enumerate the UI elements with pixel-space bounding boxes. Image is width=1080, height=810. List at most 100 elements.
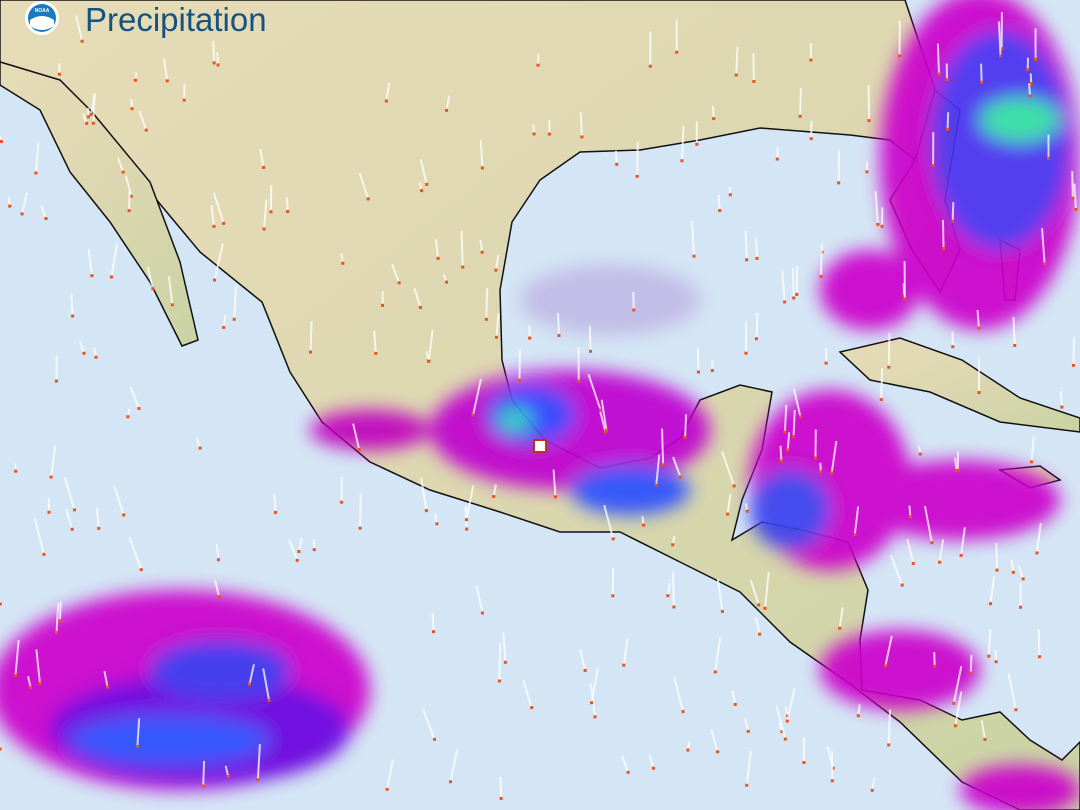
precip-area [820, 630, 980, 710]
wind-head [201, 784, 205, 788]
wind-streak [215, 544, 220, 560]
wind-head [420, 189, 424, 193]
wind-streak [666, 582, 671, 596]
wind-streak [887, 333, 891, 368]
logo-text: NOAA [35, 8, 50, 14]
wind-head [269, 210, 273, 214]
wind-head [887, 365, 891, 369]
wind-head [683, 436, 687, 440]
wind-head [577, 379, 581, 383]
wind-head [918, 452, 922, 456]
wind-streak [7, 196, 11, 207]
wind-streak [781, 270, 786, 302]
wind-head [530, 706, 534, 710]
wind-head [73, 508, 77, 512]
precip-area [310, 410, 430, 450]
wind-streak [661, 428, 665, 465]
wind-head [536, 63, 540, 67]
wind-streak [938, 539, 945, 563]
wind-streak [1028, 83, 1032, 96]
wind-streak [1073, 183, 1077, 210]
wind-head [937, 72, 941, 76]
wind-streak [997, 21, 1002, 56]
wind-head [503, 660, 507, 664]
wind-head [262, 227, 266, 231]
wind-streak [786, 688, 796, 722]
wind-streak [952, 666, 963, 704]
wind-streak [309, 320, 313, 353]
wind-streak [1018, 565, 1025, 580]
wind-streak [655, 454, 661, 486]
wind-streak [696, 347, 700, 373]
wind-streak [889, 555, 904, 586]
wind-streak [951, 202, 955, 222]
wind-head [675, 50, 679, 54]
wind-head [494, 335, 498, 339]
wind-head [80, 39, 84, 43]
wind-head [626, 770, 630, 774]
wind-streak [994, 649, 998, 662]
wind-streak [587, 373, 602, 411]
wind-streak [1012, 316, 1016, 346]
wind-head [589, 349, 593, 353]
wind-streak [0, 134, 3, 142]
wind-streak [50, 445, 57, 478]
wind-streak [273, 493, 277, 513]
wind-head [911, 561, 915, 565]
wind-head [838, 626, 842, 630]
wind-head [755, 256, 759, 260]
wind-streak [87, 249, 93, 276]
wind-streak [906, 538, 915, 564]
wind-head [710, 368, 714, 372]
wind-streak [755, 237, 758, 259]
wind-streak [494, 254, 500, 271]
wind-head [908, 515, 912, 519]
wind-head [58, 619, 62, 623]
wind-streak [422, 709, 436, 740]
wind-streak [590, 667, 599, 703]
precip-area [150, 640, 290, 700]
wind-head [1014, 708, 1018, 712]
wind-streak [710, 728, 719, 753]
wind-streak [202, 760, 206, 786]
wind-head [427, 359, 431, 363]
wind-streak [621, 755, 630, 773]
wind-head [611, 594, 615, 598]
wind-head [757, 603, 761, 607]
wind-head [593, 715, 597, 719]
wind-streak [880, 367, 884, 400]
wind-streak [93, 346, 97, 358]
wind-head [424, 509, 428, 513]
wind-head [795, 292, 799, 296]
wind-head [1013, 343, 1017, 347]
wind-head [1060, 405, 1064, 409]
wind-head [262, 165, 266, 169]
wind-streak [749, 579, 760, 606]
wind-streak [857, 704, 861, 716]
wind-streak [735, 46, 739, 76]
wind-head [431, 630, 435, 634]
wind-head [471, 413, 475, 417]
wind-head [144, 128, 148, 132]
wind-head [0, 139, 3, 143]
wind-streak [673, 676, 684, 712]
wind-streak [954, 691, 963, 726]
wind-streak [262, 668, 271, 701]
wind-streak [1071, 171, 1074, 199]
wind-head [433, 737, 437, 741]
wind-head [867, 119, 871, 123]
wind-streak [340, 253, 344, 264]
wind-head [89, 112, 93, 116]
wind-head [746, 729, 750, 733]
cuba [838, 337, 1080, 433]
wind-streak [213, 243, 224, 281]
wind-head [0, 747, 2, 751]
wind-head [728, 193, 732, 197]
wind-head [547, 132, 551, 136]
wind-head [312, 548, 316, 552]
precip-area [820, 250, 920, 330]
wind-head [480, 250, 484, 254]
wind-streak [475, 585, 484, 614]
wind-streak [871, 777, 876, 791]
wind-head [13, 673, 17, 677]
